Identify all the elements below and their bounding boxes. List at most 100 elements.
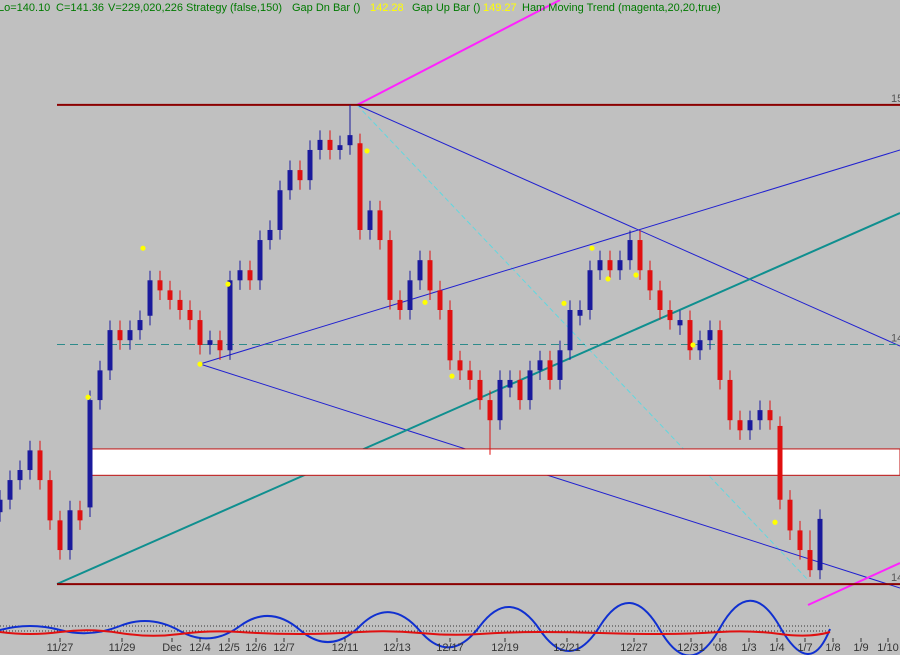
candle-body [47,480,53,521]
candle-body [57,520,63,551]
candle-body [187,310,193,321]
x-tick-label: '08 [713,642,727,654]
x-tick-label: 12/31 [677,642,705,654]
candle-body [397,299,403,310]
marker [690,342,696,348]
candle-body [617,260,623,271]
candle-body [177,299,183,310]
candle-body [537,360,543,371]
candle-body [407,280,413,310]
trend-line [356,104,809,581]
candle-body [307,149,313,181]
marker [449,373,455,379]
candle-body [467,370,473,380]
candle-body [457,360,463,371]
header-item: Strategy (false,150) [186,2,282,14]
candle-body [707,330,713,341]
candle-body [647,270,653,291]
candle-body [787,499,793,531]
marker [140,245,146,251]
candle-body [107,330,113,371]
candle-body [357,143,363,230]
marker [225,281,231,287]
candle-body [797,530,803,551]
candle-body [747,420,753,431]
candle-body [547,360,553,380]
x-tick-label: 1/8 [825,642,840,654]
candle-body [37,450,43,481]
candle-body [287,170,293,191]
candle-body [687,320,693,351]
candle-body [497,379,503,421]
candle-body [27,450,33,471]
marker [561,300,567,306]
x-tick-label: 12/19 [491,642,519,654]
candle-body [367,210,373,230]
candle-body [587,270,593,310]
gap-zone [87,448,900,476]
marker [85,394,91,400]
candle-body [197,320,203,345]
marker [364,148,370,154]
marker [772,519,778,525]
candle-body [627,240,633,261]
candle-body [417,260,423,281]
candle-body [237,270,243,281]
osc-line [0,599,831,655]
trend-line [356,0,561,106]
x-tick-label: 12/27 [620,642,648,654]
candle-body [727,379,733,421]
marker [589,245,595,251]
x-tick-label: 1/7 [797,642,812,654]
oscillator [0,599,831,655]
x-tick-label: 12/21 [553,642,581,654]
header-value: 149.27 [483,2,517,14]
candle-body [777,425,783,500]
candle-body [97,370,103,401]
candle-body [337,145,343,150]
candle-body [757,410,763,421]
candle-body [267,229,273,241]
candle-body [7,480,13,500]
header-item: C=141.36 [56,2,104,14]
candle-body [317,139,323,150]
candle-body [167,290,173,300]
candle-body [87,400,93,508]
candle-body [657,290,663,310]
candle-body [157,280,163,291]
candle-body [517,379,523,401]
candle-body [607,260,613,271]
level-label: 150.00 [891,93,900,105]
candle-body [347,135,353,146]
header-item: Gap Dn Bar () [292,2,360,14]
candle-body [17,470,23,481]
candle-body [767,410,773,421]
marker [197,361,203,367]
candle-body [297,170,303,181]
candle-body [207,340,213,345]
trend-line [356,104,900,347]
candle-body [117,330,123,341]
x-tick-label: 11/29 [109,642,136,654]
trend-line [199,149,900,365]
candle-body [327,139,333,150]
marker [422,299,428,305]
x-tick-label: 12/13 [383,642,411,654]
header-item: Gap Up Bar () [412,2,480,14]
x-tick-label: Dec [162,642,182,654]
header-item: Ham Moving Trend (magenta,20,20,true) [522,2,721,14]
candle-body [77,510,83,521]
candle-body [477,379,483,401]
candle-body [737,420,743,431]
candle-body [147,280,153,316]
candle-body [127,330,133,341]
candle-body [527,370,533,401]
candle-body [817,518,823,571]
x-tick-label: 12/11 [332,642,359,654]
candle-body [247,270,253,281]
trend-line [199,363,900,589]
candle-body [447,310,453,361]
candle-body [137,320,143,331]
candle-body [557,350,563,380]
